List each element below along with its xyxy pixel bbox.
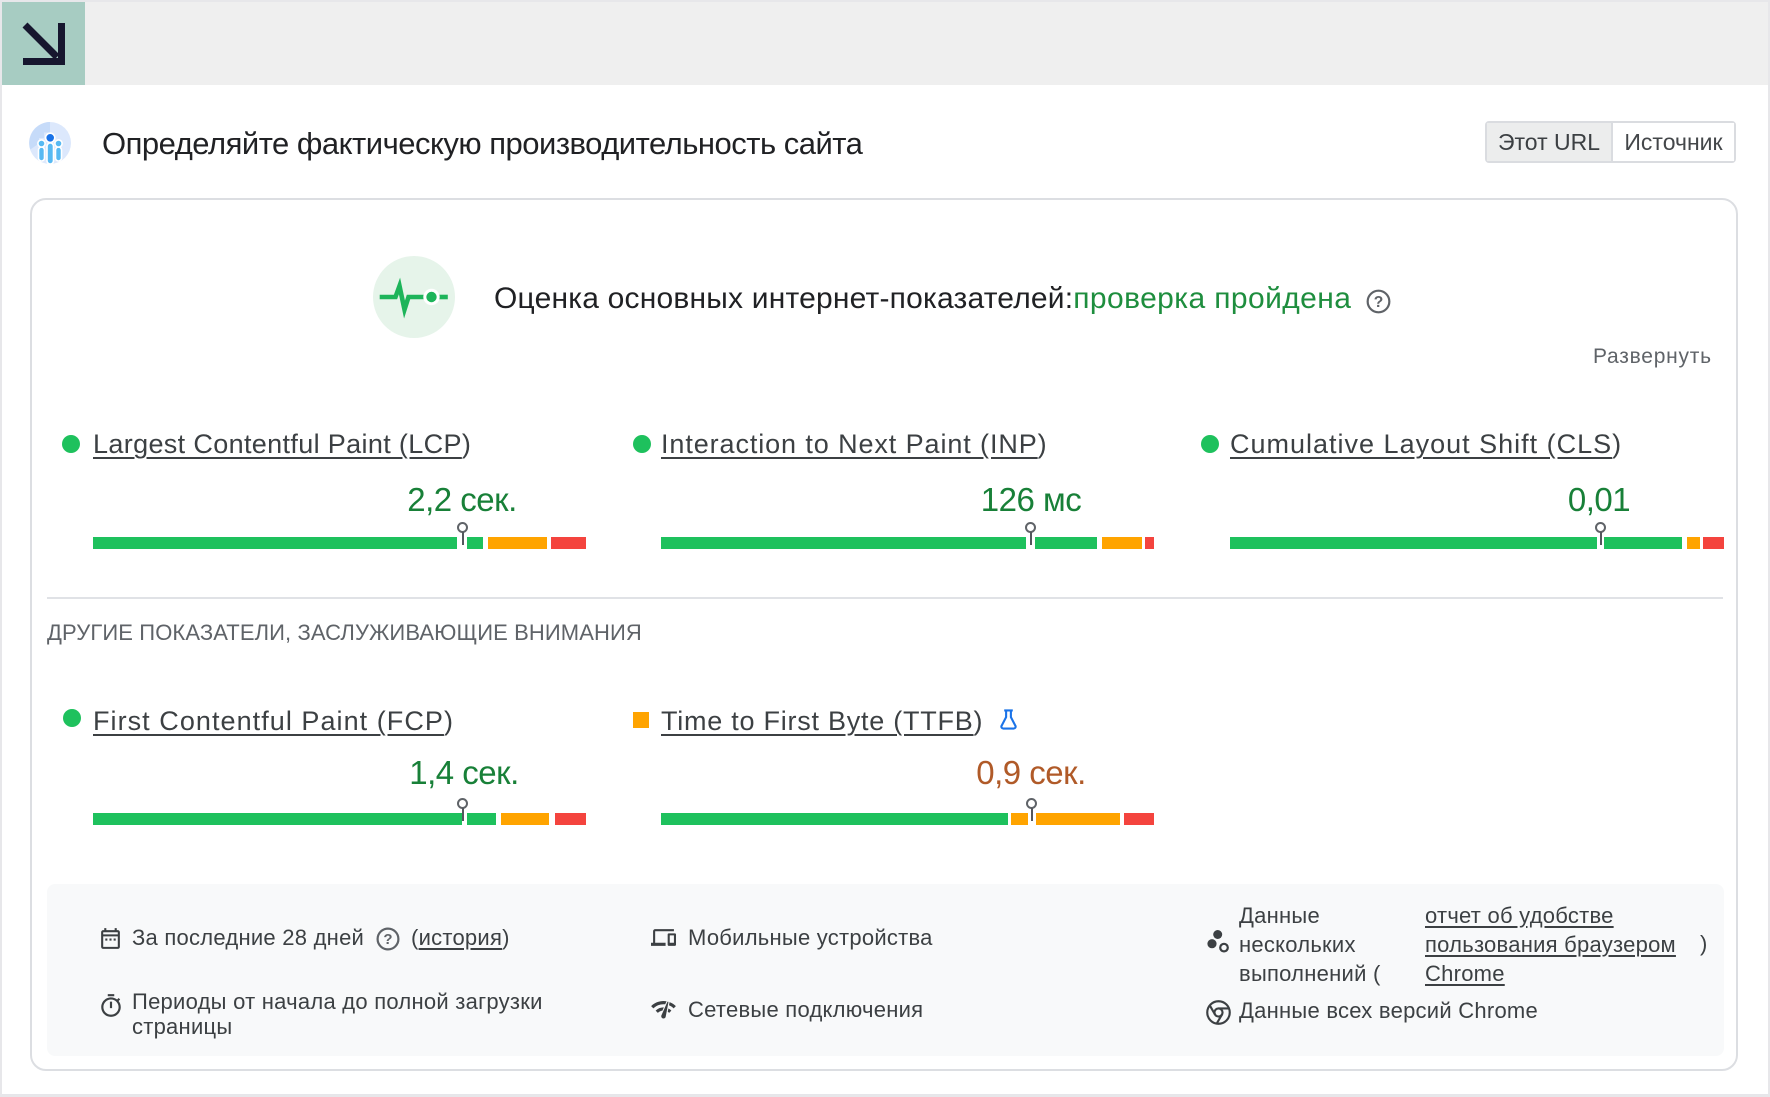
svg-text:?: ? (383, 931, 392, 948)
svg-text:?: ? (1374, 294, 1384, 311)
